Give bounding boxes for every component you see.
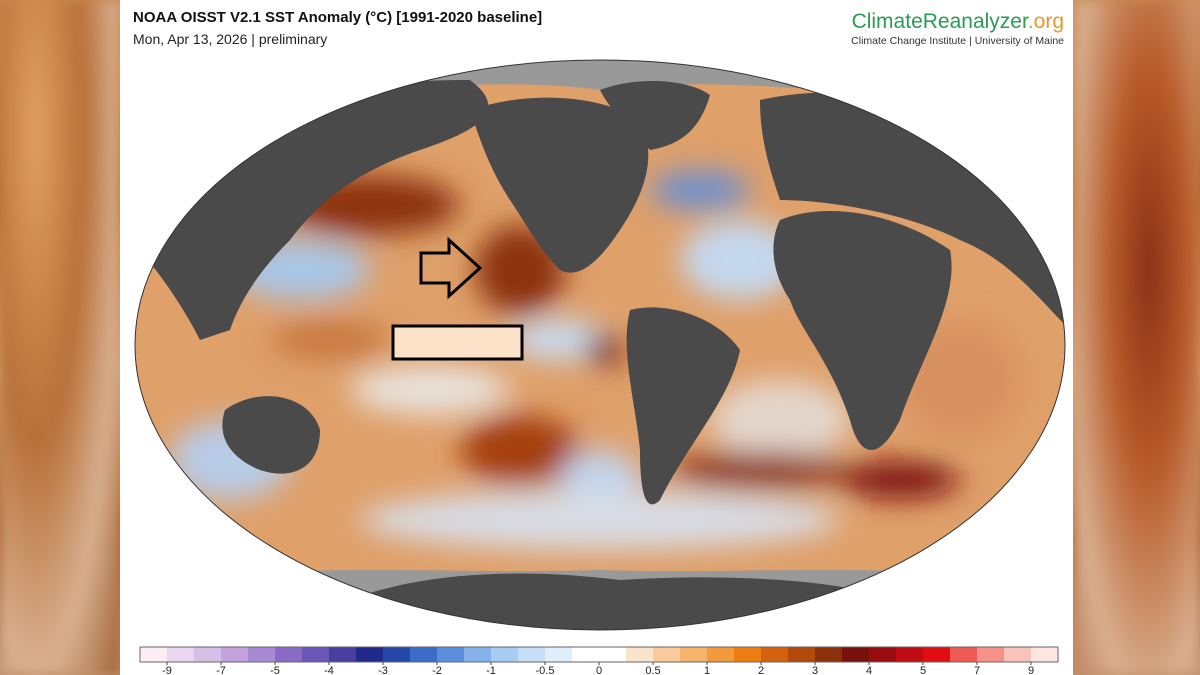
colorbar-segment	[707, 647, 735, 662]
colorbar-segment	[464, 647, 492, 662]
colorbar-segment	[518, 647, 546, 662]
colorbar-tick-label: 0	[596, 665, 602, 675]
colorbar-segment	[383, 647, 411, 662]
africa	[773, 211, 952, 450]
australia	[222, 396, 320, 474]
map-figure: NOAA OISST V2.1 SST Anomaly (°C) [1991-2…	[133, 9, 1066, 675]
colorbar-tick-label: -9	[162, 665, 172, 675]
colorbar-segment	[842, 647, 870, 662]
colorbar-tick-label: -0.5	[536, 665, 555, 675]
map	[135, 60, 1065, 630]
colorbar-tick-label: 5	[920, 665, 926, 675]
colorbar-tick-label: 1	[704, 665, 710, 675]
colorbar-tick-label: -1	[486, 665, 496, 675]
colorbar-segment	[437, 647, 465, 662]
colorbar-segment	[410, 647, 438, 662]
colorbar-segment	[572, 647, 600, 662]
colorbar-tick-label: 9	[1028, 665, 1034, 675]
colorbar-segment	[896, 647, 924, 662]
brand-suffix: .org	[1028, 10, 1064, 33]
brand-subtitle: Climate Change Institute | University of…	[851, 35, 1064, 47]
greenland	[600, 80, 710, 150]
colorbar-segment	[221, 647, 249, 662]
annotation-box	[391, 324, 524, 361]
colorbar-tick-label: 4	[866, 665, 872, 675]
north-america	[470, 97, 649, 273]
colorbar-tick-label: -4	[324, 665, 334, 675]
colorbar-segment	[1031, 647, 1059, 662]
colorbar-segment	[1004, 647, 1032, 662]
south-america	[626, 307, 740, 505]
brand-name: ClimateReanalyzer	[852, 10, 1029, 33]
colorbar-segment	[167, 647, 195, 662]
colorbar-segment	[356, 647, 384, 662]
colorbar-segment	[329, 647, 357, 662]
colorbar-tick-label: -3	[378, 665, 388, 675]
colorbar-segment	[923, 647, 951, 662]
colorbar-segment	[734, 647, 762, 662]
colorbar-tick-label: 0.5	[645, 665, 660, 675]
colorbar-segment	[302, 647, 330, 662]
blurred-background	[1073, 0, 1200, 675]
subtitle: Mon, Apr 13, 2026 | preliminary	[133, 31, 327, 47]
colorbar-tick-label: -5	[270, 665, 280, 675]
colorbar-tick-label: -7	[216, 665, 226, 675]
colorbar: -9 -7 -5 -4 -3 -2 -1 -0.5 0 0.5 1 2 3 4 5 7 9	[139, 646, 1059, 675]
colorbar-segment	[626, 647, 654, 662]
colorbar-segment	[869, 647, 897, 662]
sst-anomaly-field	[170, 170, 1020, 550]
colorbar-segment	[248, 647, 276, 662]
map-panel: NOAA OISST V2.1 SST Anomaly (°C) [1991-2…	[120, 0, 1073, 675]
colorbar-segment	[788, 647, 816, 662]
colorbar-segment	[950, 647, 978, 662]
colorbar-segment	[275, 647, 303, 662]
colorbar-segment	[599, 647, 627, 662]
colorbar-segment	[140, 647, 168, 662]
colorbar-tick-label: 3	[812, 665, 818, 675]
blurred-background	[0, 0, 120, 675]
brand: ClimateReanalyzer.org	[852, 10, 1064, 33]
colorbar-tick-label: 2	[758, 665, 764, 675]
colorbar-segment	[977, 647, 1005, 662]
colorbar-segment	[491, 647, 519, 662]
title: NOAA OISST V2.1 SST Anomaly (°C) [1991-2…	[133, 9, 542, 26]
colorbar-tick-label: -2	[432, 665, 442, 675]
colorbar-segment	[194, 647, 222, 662]
colorbar-segment	[680, 647, 708, 662]
colorbar-segment	[545, 647, 573, 662]
annotation-arrow	[419, 236, 483, 300]
map-outline	[134, 59, 1066, 631]
colorbar-segment	[815, 647, 843, 662]
colorbar-tick-label: 7	[974, 665, 980, 675]
colorbar-segment	[653, 647, 681, 662]
colorbar-segment	[761, 647, 789, 662]
